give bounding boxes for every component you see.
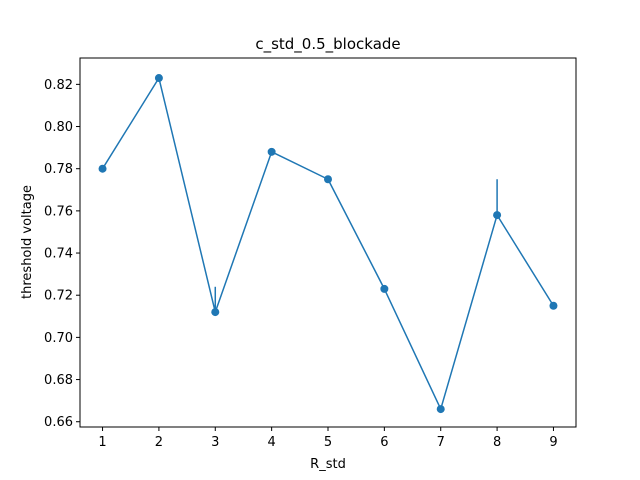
y-axis-ticks: 0.66 0.68 0.70 0.72 0.74 0.76 0.78 0.80 0.82 <box>44 78 80 430</box>
x-tick-label: 1 <box>98 435 106 450</box>
x-tick-label: 6 <box>380 435 388 450</box>
x-axis-label: R_std <box>310 457 346 472</box>
data-point <box>267 147 276 156</box>
y-tick-label: 0.68 <box>44 373 73 388</box>
x-tick-label: 5 <box>324 435 332 450</box>
axes-frame <box>79 57 577 428</box>
y-tick-label: 0.76 <box>44 204 73 219</box>
data-point <box>436 405 445 414</box>
plot-area <box>98 74 558 414</box>
series-line <box>101 77 555 410</box>
x-tick-label: 2 <box>155 435 163 450</box>
y-tick-label: 0.80 <box>44 120 73 135</box>
data-point <box>493 211 502 220</box>
y-axis-label: threshold voltage <box>20 185 35 299</box>
chart-title: c_std_0.5_blockade <box>255 35 400 54</box>
y-tick-label: 0.70 <box>44 331 73 346</box>
y-tick-label: 0.66 <box>44 415 73 430</box>
data-point <box>324 175 332 184</box>
x-tick-label: 8 <box>493 435 501 450</box>
x-tick-label: 4 <box>267 435 275 450</box>
x-tick-label: 7 <box>437 435 445 450</box>
data-point <box>380 284 389 293</box>
data-point <box>211 308 220 317</box>
data-point <box>98 164 107 173</box>
x-tick-label: 3 <box>211 435 219 450</box>
x-axis-ticks: 1 2 3 4 5 6 7 8 9 <box>98 427 558 450</box>
y-tick-label: 0.74 <box>44 247 73 262</box>
y-tick-label: 0.78 <box>44 162 73 177</box>
x-tick-label: 9 <box>549 435 557 450</box>
y-tick-label: 0.72 <box>44 289 73 304</box>
data-point <box>549 301 558 310</box>
data-point <box>154 74 163 83</box>
y-tick-label: 0.82 <box>44 78 73 93</box>
